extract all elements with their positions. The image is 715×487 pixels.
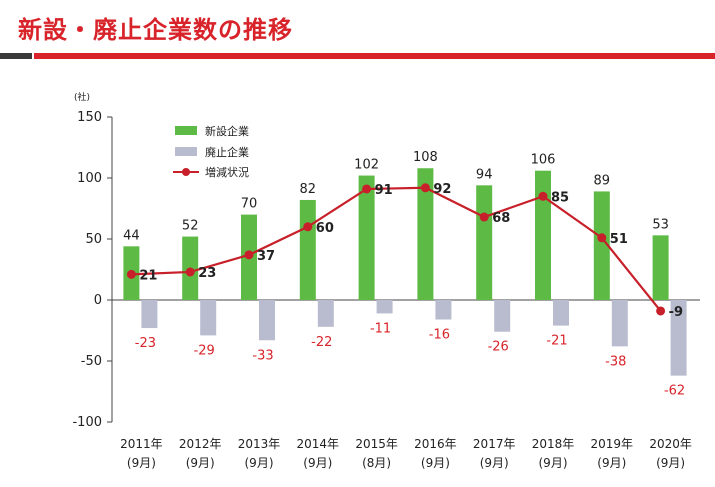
x-subcategory-label: (9月) — [186, 456, 215, 470]
legend-closed-company-swatch — [175, 147, 197, 156]
new-company-value-label: 102 — [354, 158, 379, 173]
legend-net-change-label: 増減状況 — [205, 165, 249, 179]
x-subcategory-label: (9月) — [539, 456, 568, 470]
legend-new-company-label: 新設企業 — [205, 124, 249, 138]
x-category-label: 2020年 — [649, 437, 692, 451]
net-change-value-label: 60 — [316, 221, 334, 236]
net-change-value-label: 23 — [198, 266, 216, 281]
title-rule — [0, 50, 715, 60]
new-company-value-label: 44 — [123, 228, 140, 243]
new-company-bar — [535, 170, 551, 300]
net-change-point — [244, 250, 254, 260]
y-unit-label: (社) — [74, 91, 90, 103]
x-subcategory-label: (9月) — [656, 456, 685, 470]
net-change-point — [303, 222, 313, 232]
closed-company-bar — [200, 300, 217, 336]
net-change-value-label: 85 — [551, 190, 569, 205]
new-company-bar — [358, 175, 375, 300]
y-tick-label: 100 — [77, 171, 102, 186]
x-subcategory-label: (9月) — [480, 456, 509, 470]
y-tick-label: -50 — [81, 354, 102, 369]
new-company-bar — [417, 168, 434, 300]
net-change-value-label: 37 — [257, 249, 275, 264]
net-change-value-label: 92 — [433, 182, 451, 197]
net-change-point — [479, 212, 489, 222]
x-category-label: 2011年 — [120, 437, 163, 451]
net-change-point — [185, 267, 195, 277]
closed-company-value-label: -38 — [605, 354, 626, 369]
new-company-value-label: 82 — [300, 182, 317, 197]
closed-company-value-label: -22 — [311, 335, 332, 350]
new-company-value-label: 108 — [413, 150, 438, 165]
net-change-point — [538, 191, 548, 201]
closed-company-bar — [259, 300, 275, 341]
legend-closed-company-label: 廃止企業 — [205, 145, 249, 159]
net-change-point — [420, 183, 430, 193]
closed-company-value-label: -62 — [664, 384, 685, 399]
net-change-point — [126, 269, 136, 279]
x-category-label: 2018年 — [532, 437, 575, 451]
closed-company-bar — [670, 300, 687, 376]
x-subcategory-label: (9月) — [127, 456, 156, 470]
y-tick-label: 50 — [85, 232, 102, 247]
closed-company-value-label: -26 — [488, 340, 509, 355]
new-company-value-label: 106 — [531, 153, 556, 168]
closed-company-bar — [317, 300, 334, 327]
closed-company-value-label: -11 — [370, 321, 391, 336]
net-change-value-label: 21 — [139, 268, 157, 283]
closed-company-bar — [141, 300, 158, 329]
x-category-label: 2013年 — [238, 437, 281, 451]
x-category-label: 2017年 — [473, 437, 516, 451]
net-change-value-label: 68 — [492, 211, 510, 226]
new-company-bar — [299, 199, 316, 300]
x-subcategory-label: (9月) — [421, 456, 450, 470]
closed-company-bar — [553, 300, 569, 326]
x-category-label: 2012年 — [179, 437, 222, 451]
net-change-value-label: 51 — [610, 232, 628, 247]
net-change-point — [597, 233, 607, 243]
x-category-label: 2015年 — [355, 437, 398, 451]
new-company-value-label: 70 — [241, 197, 258, 212]
y-tick-label: -100 — [72, 415, 102, 430]
y-tick-label: 150 — [77, 110, 102, 125]
x-category-label: 2014年 — [297, 437, 340, 451]
closed-company-value-label: -33 — [252, 348, 273, 363]
closed-company-bar — [494, 300, 511, 332]
closed-company-value-label: -21 — [546, 334, 567, 349]
new-company-value-label: 94 — [476, 167, 493, 182]
net-change-line — [131, 186, 662, 312]
x-subcategory-label: (9月) — [303, 456, 332, 470]
page-title: 新設・廃止企業数の推移 — [18, 16, 293, 44]
closed-company-bar — [611, 300, 628, 347]
new-company-bar — [476, 185, 493, 300]
closed-company-value-label: -16 — [429, 328, 450, 343]
closed-company-bar — [376, 300, 393, 314]
net-change-value-label: -9 — [669, 305, 683, 320]
closed-company-value-label: -29 — [194, 343, 215, 358]
new-company-bar — [593, 191, 610, 300]
net-change-value-label: 91 — [375, 183, 393, 198]
x-category-label: 2019年 — [591, 437, 634, 451]
new-company-value-label: 53 — [652, 217, 669, 232]
new-company-value-label: 52 — [182, 219, 199, 234]
x-category-label: 2016年 — [414, 437, 457, 451]
x-subcategory-label: (9月) — [597, 456, 626, 470]
closed-company-bar — [435, 300, 452, 320]
net-change-point — [362, 184, 372, 194]
net-change-point — [656, 306, 666, 316]
closed-company-value-label: -23 — [135, 336, 156, 351]
new-company-value-label: 89 — [594, 173, 611, 188]
legend-net-change-marker — [182, 168, 190, 176]
legend-new-company-swatch — [175, 126, 197, 135]
x-subcategory-label: (8月) — [362, 456, 391, 470]
new-company-bar — [652, 235, 669, 300]
y-tick-label: 0 — [94, 293, 102, 308]
x-subcategory-label: (9月) — [245, 456, 274, 470]
